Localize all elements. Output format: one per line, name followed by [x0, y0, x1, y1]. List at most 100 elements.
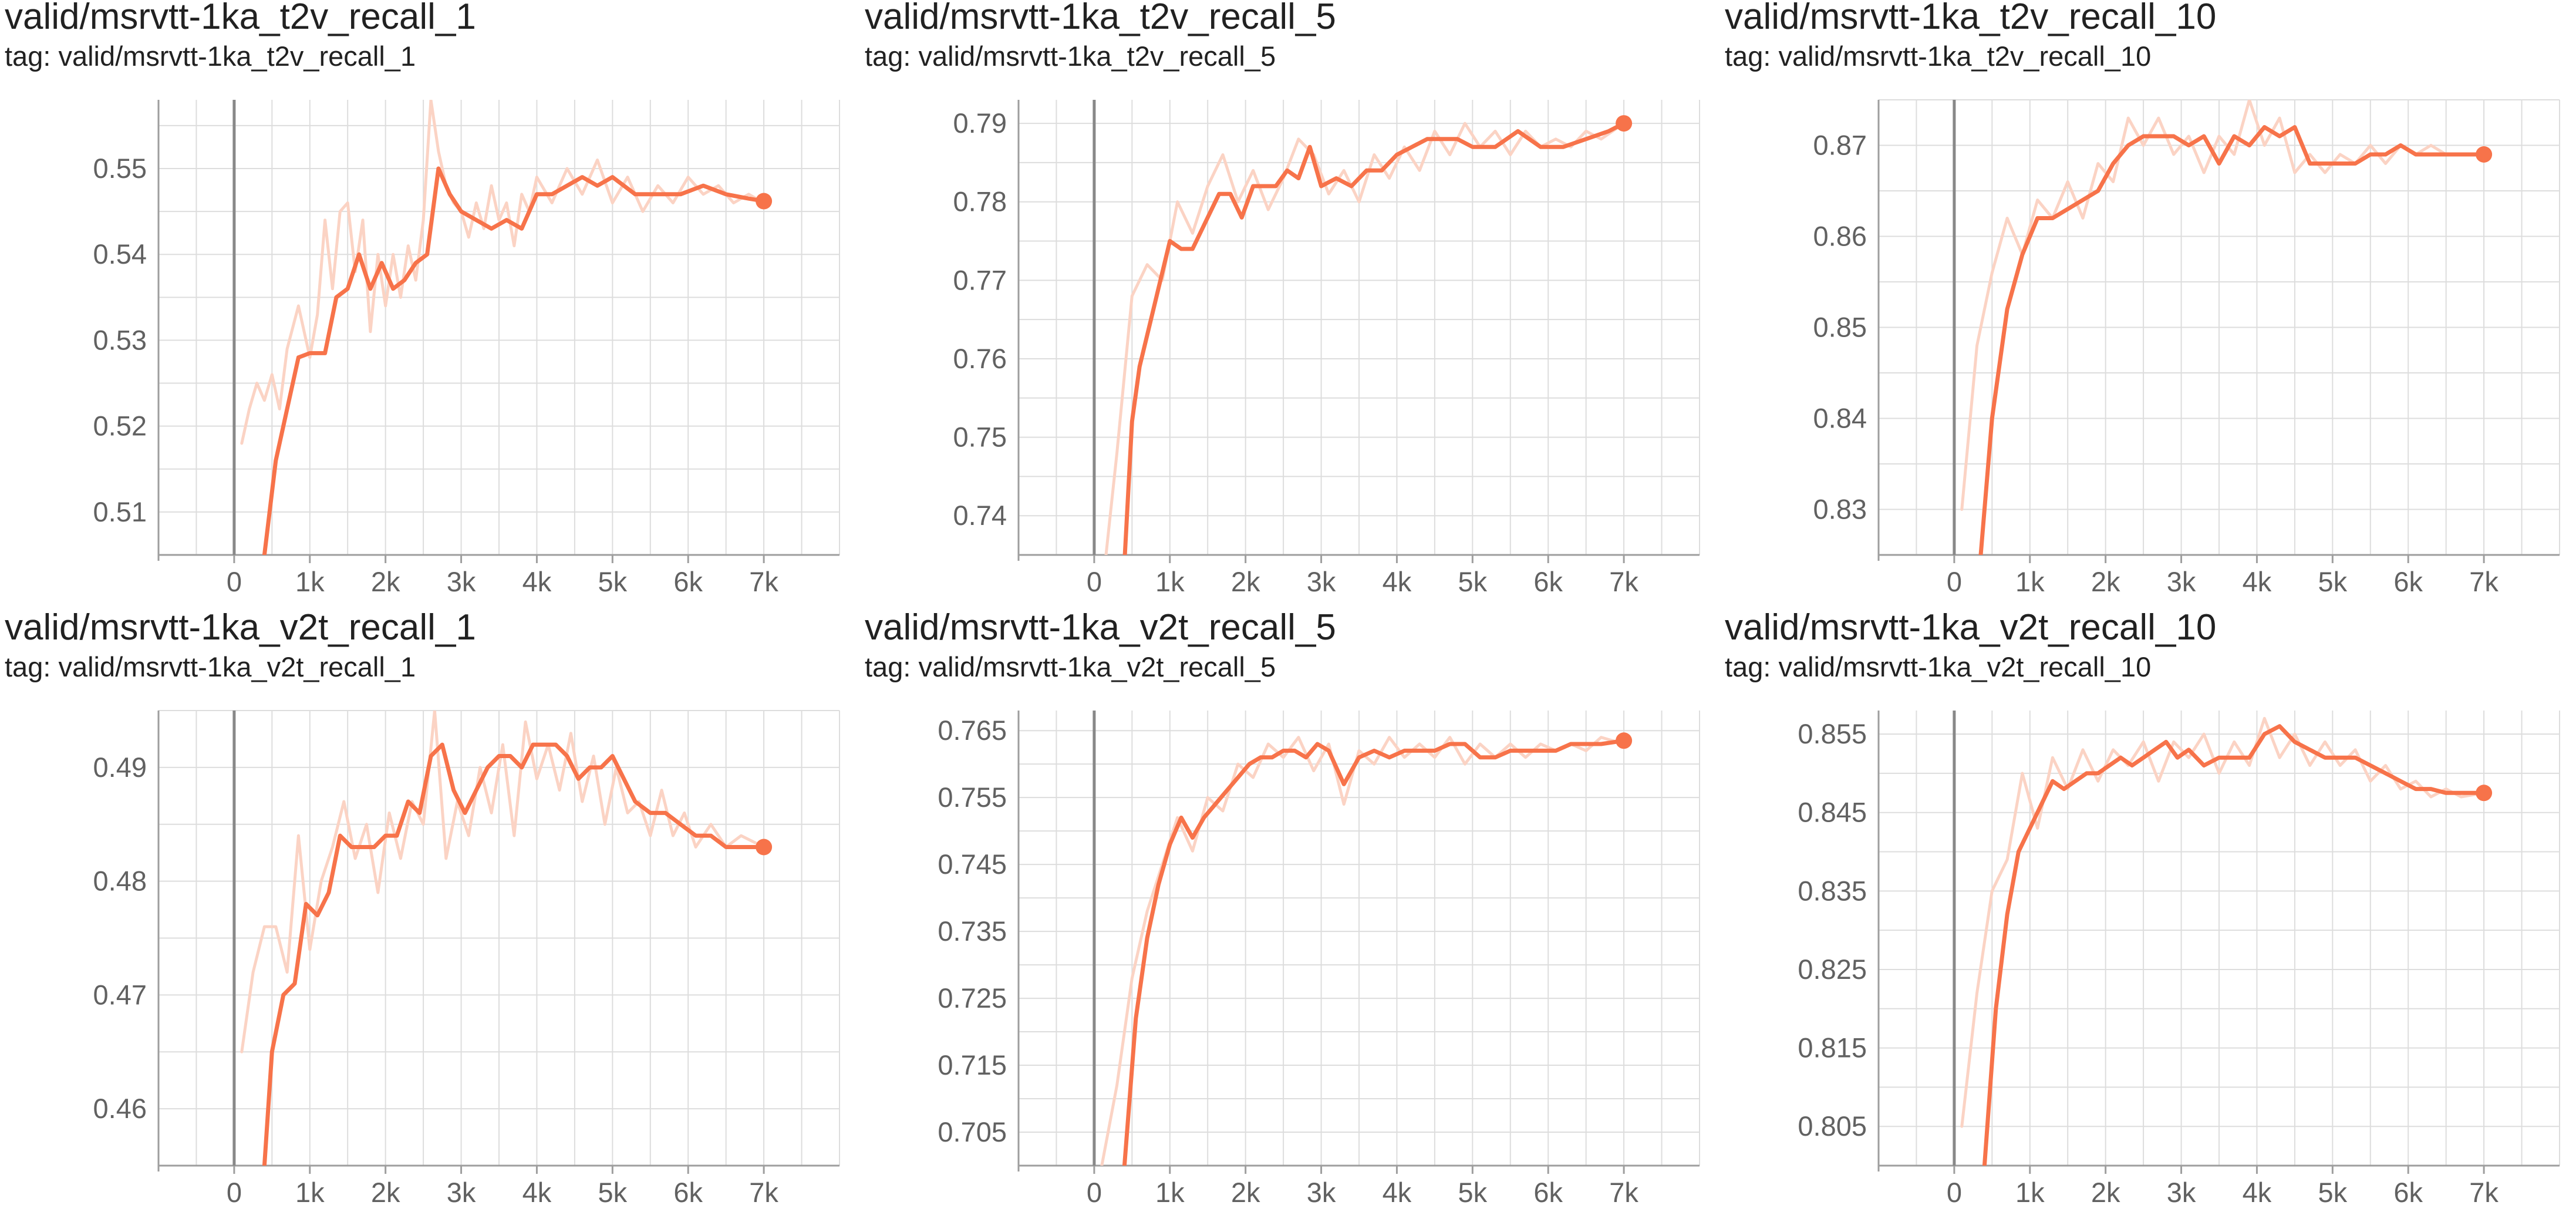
- x-tick-label: 2k: [2091, 566, 2120, 597]
- x-tick-label: 0: [1087, 566, 1102, 597]
- x-tick-label: 7k: [749, 566, 778, 597]
- y-tick-label: 0.46: [93, 1093, 147, 1124]
- chart-plot-1: 0 1k 2k 3k 4k 5k 6k 7k 0.51 0.52 0.53 0.54 0.55: [93, 100, 840, 597]
- chart-card-5: valid/msrvtt-1ka_v2t_recall_5 tag: valid…: [860, 607, 1705, 1210]
- x-tick-label: 6k: [2393, 1177, 2423, 1208]
- x-tick-label: 6k: [673, 1177, 703, 1208]
- chart-title-6: valid/msrvtt-1ka_v2t_recall_10: [1725, 607, 2217, 648]
- x-tick-label: 2k: [371, 566, 400, 597]
- x-tick-label: 2k: [1231, 566, 1260, 597]
- chart-card-2: valid/msrvtt-1ka_t2v_recall_5 tag: valid…: [860, 0, 1705, 599]
- chart-plot-6: 0 1k 2k 3k 4k 5k 6k 7k 0.805 0.815 0.825 0.835 0.845…: [1798, 711, 2560, 1208]
- x-tick-label: 5k: [598, 566, 628, 597]
- last-value-marker: [1616, 732, 1633, 749]
- x-tick-label: 7k: [1609, 1177, 1638, 1208]
- x-tick-label: 2k: [2091, 1177, 2120, 1208]
- x-tick-label: 7k: [1609, 566, 1638, 597]
- y-tick-label: 0.77: [953, 264, 1007, 295]
- smoothed-series-line: [262, 742, 766, 1166]
- chart-tag-3: tag: valid/msrvtt-1ka_t2v_recall_10: [1725, 41, 2152, 72]
- x-tick-label: 6k: [2393, 566, 2423, 597]
- y-tick-label: 0.53: [93, 324, 147, 355]
- series-group: [1100, 736, 1626, 1166]
- y-tick-label: 0.85: [1813, 312, 1867, 343]
- x-tick-label: 4k: [522, 1177, 552, 1208]
- x-tick-label: 6k: [1533, 566, 1563, 597]
- x-tick-label: 3k: [447, 566, 476, 597]
- chart-plot-5: 0 1k 2k 3k 4k 5k 6k 7k 0.705 0.715 0.725 0.735 0.745…: [938, 711, 1700, 1208]
- x-tick-label: 1k: [2015, 1177, 2045, 1208]
- x-tick-label: 4k: [522, 566, 552, 597]
- x-tick-label: 4k: [1383, 1177, 1412, 1208]
- x-tick-label: 2k: [1231, 1177, 1260, 1208]
- y-tick-label: 0.55: [93, 153, 147, 184]
- x-tick-label: 3k: [1307, 566, 1336, 597]
- y-tick-label: 0.54: [93, 238, 147, 270]
- chart-card-4: valid/msrvtt-1ka_v2t_recall_1 tag: valid…: [0, 607, 845, 1210]
- x-tick-label: 0: [1947, 566, 1962, 597]
- x-tick-label: 3k: [1307, 1177, 1336, 1208]
- y-tick-label: 0.48: [93, 866, 147, 897]
- y-tick-label: 0.74: [953, 500, 1007, 531]
- chart-tag-2: tag: valid/msrvtt-1ka_t2v_recall_5: [865, 41, 1276, 72]
- x-tick-label: 1k: [295, 566, 325, 597]
- chart-title-4: valid/msrvtt-1ka_v2t_recall_1: [5, 607, 476, 648]
- y-tick-label: 0.745: [938, 849, 1007, 880]
- chart-tag-6: tag: valid/msrvtt-1ka_v2t_recall_10: [1725, 651, 2152, 682]
- chart-plot-4: 0 1k 2k 3k 4k 5k 6k 7k 0.46 0.47 0.48 0.49: [93, 710, 840, 1208]
- chart-card-1: valid/msrvtt-1ka_t2v_recall_1 tag: valid…: [0, 0, 845, 599]
- x-tick-label: 5k: [1458, 566, 1488, 597]
- x-tick-label: 0: [227, 566, 242, 597]
- y-tick-label: 0.855: [1798, 718, 1867, 749]
- chart-tag-5: tag: valid/msrvtt-1ka_v2t_recall_5: [865, 651, 1276, 682]
- y-tick-label: 0.79: [953, 107, 1007, 139]
- smoothed-series-line: [262, 166, 766, 555]
- x-tick-label: 3k: [2167, 566, 2196, 597]
- x-tick-label: 4k: [1383, 566, 1412, 597]
- smoothed-series-line: [1982, 724, 2486, 1166]
- y-tick-label: 0.78: [953, 186, 1007, 217]
- x-tick-label: 1k: [2015, 566, 2045, 597]
- series-group: [1104, 121, 1626, 555]
- y-tick-label: 0.75: [953, 422, 1007, 453]
- y-tick-label: 0.86: [1813, 221, 1867, 252]
- x-tick-label: 4k: [2243, 566, 2272, 597]
- series-group: [1960, 716, 2486, 1166]
- x-tick-label: 7k: [749, 1177, 778, 1208]
- y-tick-label: 0.805: [1798, 1110, 1867, 1142]
- last-value-marker: [756, 839, 773, 856]
- x-tick-label: 3k: [447, 1177, 476, 1208]
- raw-series-line: [240, 711, 766, 1053]
- x-tick-label: 1k: [295, 1177, 325, 1208]
- x-tick-label: 1k: [1155, 566, 1185, 597]
- chart-card-6: valid/msrvtt-1ka_v2t_recall_10 tag: vali…: [1720, 607, 2565, 1210]
- raw-series-line: [1104, 122, 1626, 555]
- x-tick-label: 2k: [371, 1177, 400, 1208]
- chart-tag-1: tag: valid/msrvtt-1ka_t2v_recall_1: [5, 41, 416, 72]
- x-tick-label: 5k: [2318, 1177, 2348, 1208]
- y-tick-label: 0.76: [953, 343, 1007, 374]
- y-tick-label: 0.52: [93, 410, 147, 442]
- series-group: [240, 711, 766, 1166]
- y-tick-label: 0.825: [1798, 954, 1867, 985]
- y-tick-label: 0.87: [1813, 130, 1867, 161]
- x-tick-label: 5k: [2318, 566, 2348, 597]
- last-value-marker: [2476, 785, 2493, 802]
- x-tick-label: 5k: [1458, 1177, 1488, 1208]
- y-tick-label: 0.835: [1798, 875, 1867, 906]
- raw-series-line: [1960, 100, 2486, 511]
- last-value-marker: [1616, 115, 1633, 132]
- x-tick-label: 3k: [2167, 1177, 2196, 1208]
- chart-title-2: valid/msrvtt-1ka_t2v_recall_5: [865, 0, 1336, 37]
- y-tick-label: 0.715: [938, 1049, 1007, 1080]
- y-tick-label: 0.725: [938, 982, 1007, 1014]
- y-tick-label: 0.47: [93, 979, 147, 1010]
- y-tick-label: 0.815: [1798, 1032, 1867, 1063]
- y-tick-label: 0.51: [93, 496, 147, 527]
- last-value-marker: [2476, 146, 2493, 163]
- chart-plot-3: 0 1k 2k 3k 4k 5k 6k 7k 0.83 0.84 0.85 0.86 0.87: [1813, 99, 2560, 597]
- raw-series-line: [240, 100, 766, 445]
- x-tick-label: 0: [227, 1177, 242, 1208]
- series-group: [240, 100, 766, 555]
- x-tick-label: 7k: [2469, 566, 2499, 597]
